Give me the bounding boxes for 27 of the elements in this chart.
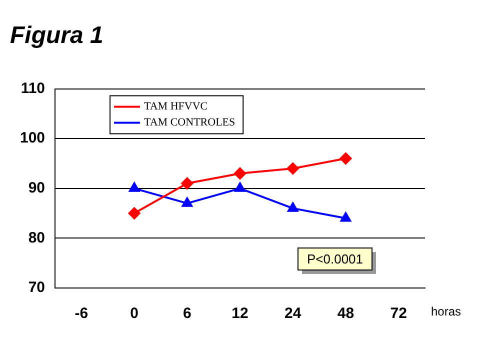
point xyxy=(286,162,299,174)
legend-label: TAM CONTROLES xyxy=(144,116,236,129)
annotation: P<0.0001 xyxy=(306,252,364,267)
x-tick-label: 0 xyxy=(130,305,138,322)
point xyxy=(340,152,352,165)
chart-title: Figura 1 xyxy=(10,22,104,50)
x-tick-label: -6 xyxy=(74,305,88,322)
x-tick-label: 24 xyxy=(284,305,302,322)
x-tick-label: 6 xyxy=(182,305,192,322)
point xyxy=(340,212,352,222)
point xyxy=(234,167,246,180)
point xyxy=(288,202,298,212)
point xyxy=(128,182,140,192)
point xyxy=(181,177,194,190)
x-tick-label: 72 xyxy=(390,305,407,322)
y-tick-label: 110 xyxy=(20,80,46,97)
y-tick-label: 70 xyxy=(28,279,46,296)
point xyxy=(182,197,192,207)
point xyxy=(128,207,140,220)
x-axis-title: horas xyxy=(431,304,462,318)
point xyxy=(234,182,246,192)
y-tick-label: 90 xyxy=(28,180,46,197)
y-tick-label: 100 xyxy=(20,130,46,147)
x-tick-label: 12 xyxy=(232,305,248,322)
legend-label: TAM HFVVC xyxy=(144,100,208,113)
x-tick-label: 48 xyxy=(337,305,354,322)
y-tick-label: 80 xyxy=(28,229,46,246)
